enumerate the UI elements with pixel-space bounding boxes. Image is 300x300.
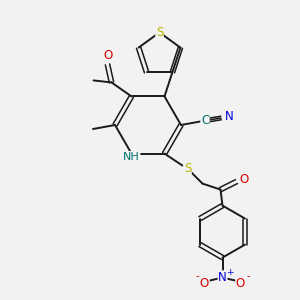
Text: O: O [240,173,249,186]
Text: -: - [247,272,250,282]
Text: +: + [226,268,233,277]
Text: O: O [200,277,209,290]
Text: NH: NH [123,152,140,162]
Text: O: O [236,277,245,290]
Text: S: S [184,162,191,175]
Text: -: - [196,272,199,282]
Text: C: C [201,115,209,128]
Text: N: N [225,110,233,122]
Text: O: O [103,49,112,62]
Text: S: S [156,26,163,39]
Text: N: N [218,271,227,284]
